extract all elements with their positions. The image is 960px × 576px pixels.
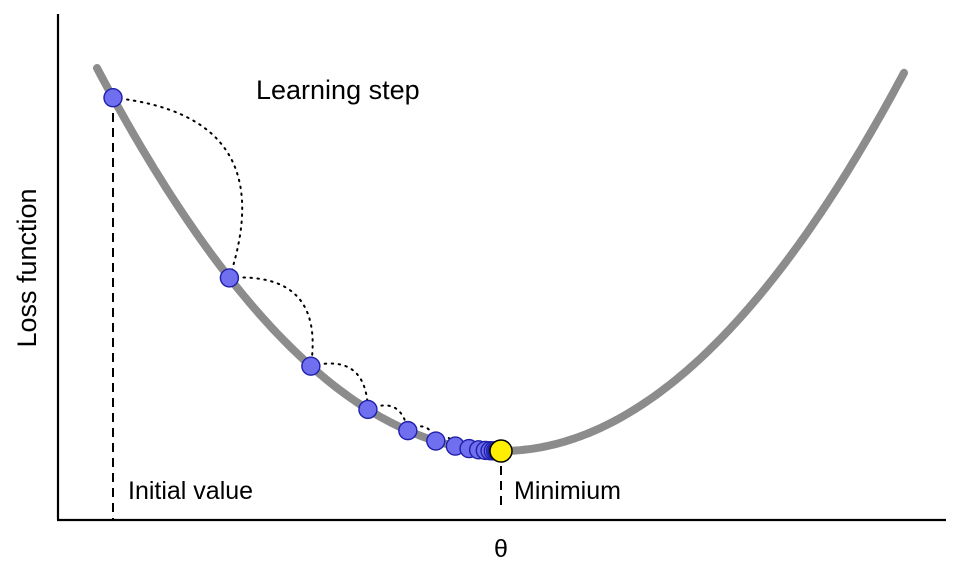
- y-axis-label: Loss function: [12, 188, 42, 347]
- loss-curve: [93, 64, 908, 455]
- learning-step-label: Learning step: [256, 75, 420, 105]
- step-point: [426, 431, 446, 451]
- initial-value-label: Initial value: [128, 477, 253, 505]
- step-point: [398, 420, 418, 441]
- x-axis-label: θ: [494, 535, 508, 563]
- step-point: [103, 88, 123, 108]
- step-point: [301, 356, 321, 376]
- step-point: [358, 399, 378, 420]
- step-point: [219, 268, 240, 288]
- minimum-point: [489, 439, 513, 463]
- step-points: [103, 88, 513, 463]
- learning-step-arc: [309, 362, 369, 411]
- learning-step-arc: [228, 276, 314, 368]
- learning-step-arcs: [112, 96, 487, 452]
- minimum-label: Minimium: [514, 477, 621, 505]
